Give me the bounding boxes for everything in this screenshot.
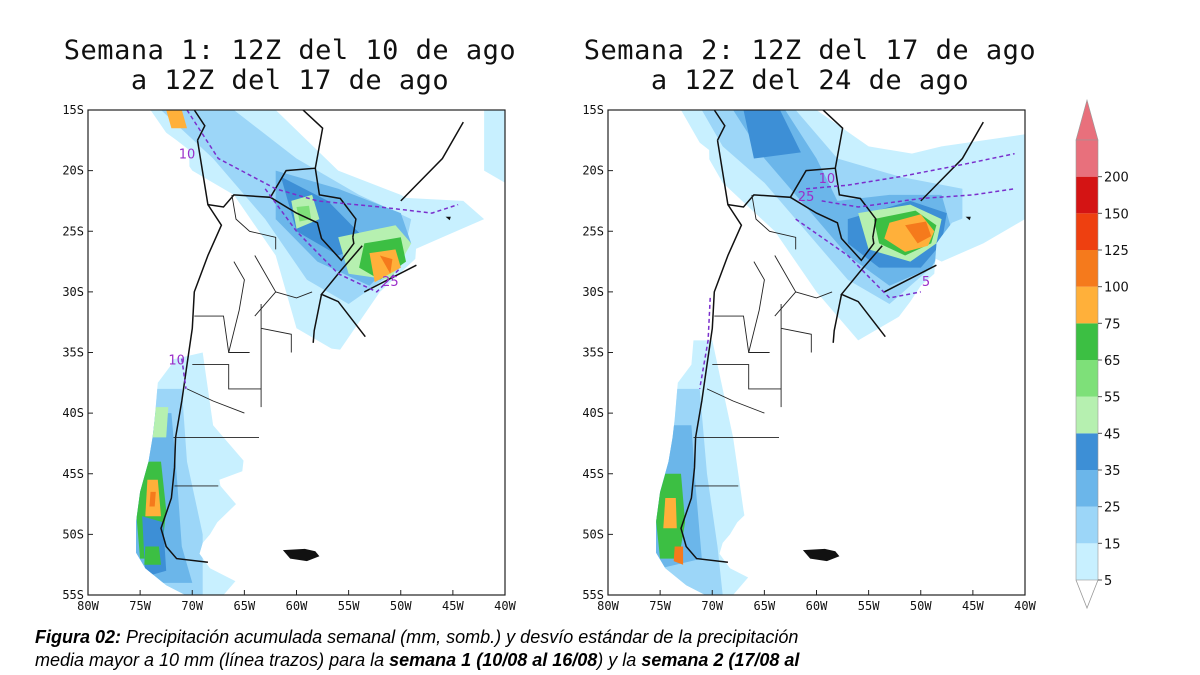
lat-tick-label: 50S [582, 527, 604, 541]
contour-label-0: 10 [819, 172, 836, 187]
colorbar-swatch [1076, 433, 1098, 470]
caption-line-1: Figura 02: Precipitación acumulada seman… [35, 626, 1175, 649]
lon-tick-label: 60W [286, 599, 308, 613]
lon-tick-label: 50W [910, 599, 932, 613]
lat-tick-label: 45S [582, 467, 604, 481]
lat-tick-label: 25S [62, 224, 84, 238]
colorbar-bottom-arrow [1075, 579, 1099, 610]
colorbar-swatch [1076, 250, 1098, 287]
contour-label-2: 25 [382, 275, 399, 290]
lon-tick-label: 55W [338, 599, 360, 613]
colorbar-swatch [1076, 213, 1098, 250]
contour-label-1: 25 [798, 190, 815, 205]
lat-tick-label: 35S [582, 346, 604, 360]
colorbar-swatch [1076, 543, 1098, 580]
lon-tick-label: 40W [1014, 599, 1036, 613]
map-title-week-1: Semana 1: 12Z del 10 de ago a 12Z del 17… [63, 35, 517, 96]
lon-tick-label: 50W [390, 599, 412, 613]
caption-week-1: semana 1 (10/08 al 16/08 [389, 650, 598, 670]
colorbar-swatch [1076, 176, 1098, 214]
lon-tick-label: 65W [754, 599, 776, 613]
caption-text-2a: media mayor a 10 mm (línea trazos) para … [35, 650, 390, 670]
lat-tick-label: 15S [582, 103, 604, 117]
colorbar-top-arrow [1075, 98, 1099, 141]
figure-caption: Figura 02: Precipitación acumulada seman… [35, 626, 1175, 672]
lat-tick-label: 40S [62, 406, 84, 420]
lon-tick-label: 40W [494, 599, 516, 613]
colorbar-label: 5 [1104, 574, 1112, 589]
colorbar-label: 100 [1104, 281, 1129, 296]
lon-tick-label: 60W [806, 599, 828, 613]
colorbar-label: 125 [1104, 244, 1129, 259]
lon-tick-label: 80W [77, 599, 99, 613]
lon-tick-label: 55W [858, 599, 880, 613]
colorbar-label: 150 [1104, 207, 1129, 222]
map-title-week-2: Semana 2: 12Z del 17 de ago a 12Z del 24… [583, 35, 1037, 96]
lat-tick-label: 15S [62, 103, 84, 117]
colorbar-label: 25 [1104, 501, 1121, 516]
lon-tick-label: 45W [962, 599, 984, 613]
lat-tick-label: 40S [582, 406, 604, 420]
colorbar-swatch [1076, 286, 1098, 324]
contour-label-2: 5 [922, 275, 930, 290]
lon-tick-label: 65W [234, 599, 256, 613]
lat-tick-label: 30S [582, 285, 604, 299]
lon-tick-label: 75W [129, 599, 151, 613]
colorbar-swatch [1076, 360, 1098, 397]
lat-tick-label: 55S [62, 588, 84, 602]
colorbar-swatch [1076, 140, 1098, 177]
lat-tick-label: 55S [582, 588, 604, 602]
caption-week-2: semana 2 (17/08 al [641, 650, 800, 670]
contour-label-0: 10 [179, 148, 196, 163]
colorbar-swatch [1076, 396, 1098, 434]
precipitation-colorbar: 5 15 25 35 45 55 65 75 100 125 150 200 [1075, 98, 1129, 610]
lon-tick-label: 80W [597, 599, 619, 613]
lon-tick-label: 70W [181, 599, 203, 613]
colorbar-swatch [1076, 470, 1098, 507]
colorbar-label: 65 [1104, 354, 1121, 369]
lat-tick-label: 35S [62, 346, 84, 360]
caption-figure-label: Figura 02: [35, 627, 122, 647]
lon-tick-label: 45W [442, 599, 464, 613]
colorbar-label: 15 [1104, 537, 1121, 552]
lat-tick-label: 50S [62, 527, 84, 541]
lat-tick-label: 45S [62, 467, 84, 481]
colorbar-label: 75 [1104, 317, 1121, 332]
lon-tick-label: 75W [649, 599, 671, 613]
contour-label-1: 10 [168, 354, 185, 369]
caption-text-1: Precipitación acumulada semanal (mm, som… [121, 627, 799, 647]
colorbar-label: 35 [1104, 464, 1121, 479]
colorbar-swatch [1076, 506, 1098, 544]
colorbar-swatch [1076, 323, 1098, 360]
lon-tick-label: 70W [701, 599, 723, 613]
colorbar-label: 45 [1104, 427, 1121, 442]
lat-tick-label: 20S [582, 164, 604, 178]
colorbar-label: 200 [1104, 171, 1129, 186]
caption-line-2: media mayor a 10 mm (línea trazos) para … [35, 649, 1175, 672]
lat-tick-label: 30S [62, 285, 84, 299]
lat-tick-label: 20S [62, 164, 84, 178]
caption-text-2c: ) y la [597, 650, 642, 670]
lat-tick-label: 25S [582, 224, 604, 238]
colorbar-label: 55 [1104, 391, 1121, 406]
